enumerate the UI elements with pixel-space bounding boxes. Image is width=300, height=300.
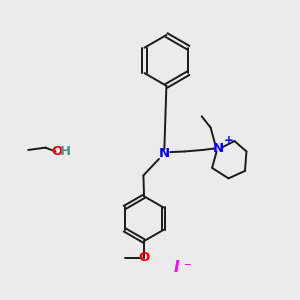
Text: H: H [60, 145, 71, 158]
Text: O: O [51, 145, 62, 158]
Text: N: N [212, 142, 224, 155]
Text: O: O [138, 251, 150, 264]
Text: N: N [159, 147, 170, 160]
Text: ⁻: ⁻ [183, 260, 190, 274]
Text: I: I [174, 260, 180, 275]
Text: +: + [224, 134, 233, 147]
